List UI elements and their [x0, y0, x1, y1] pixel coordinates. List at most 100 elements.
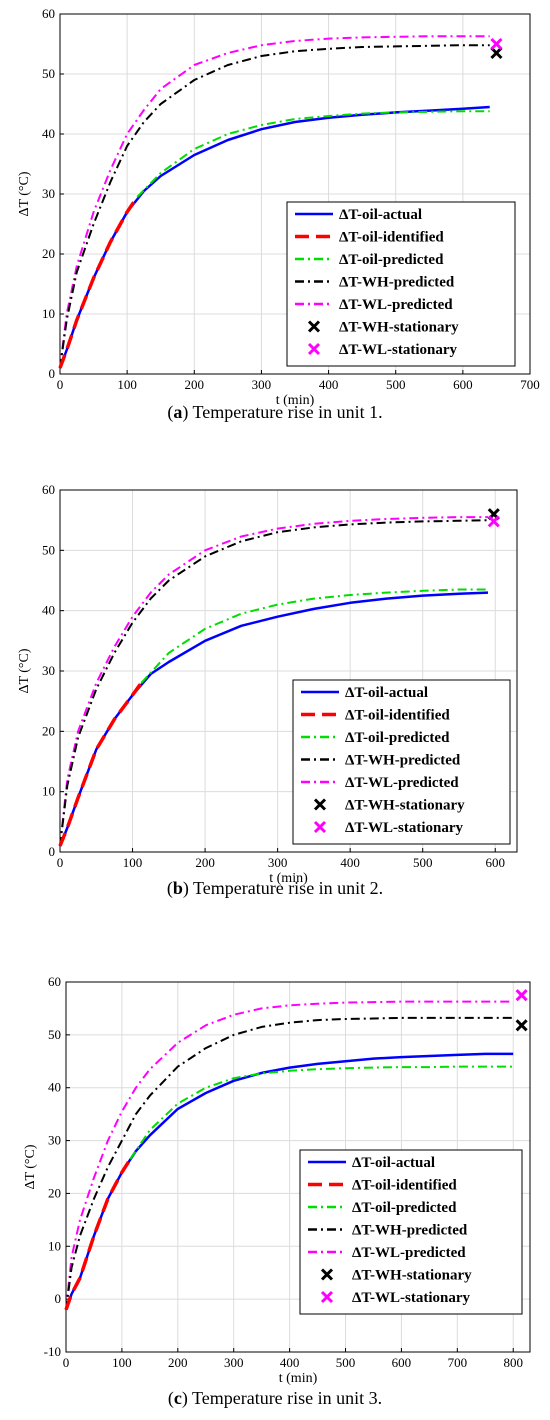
legend-entry-5: ΔT-WL-predicted	[301, 775, 459, 791]
legend-entry-3: ΔT-oil-predicted	[308, 1200, 457, 1216]
legend-label: ΔT-oil-identified	[339, 230, 444, 246]
x-tick-label: 300	[252, 377, 272, 392]
legend-label: ΔT-oil-predicted	[339, 252, 444, 268]
x-axis-label: t (min)	[279, 1371, 318, 1386]
legend: ΔT-oil-actual ΔT-oil-identified ΔT-oil-pre…	[292, 679, 511, 845]
legend-entry-5: ΔT-WL-predicted	[295, 297, 453, 313]
plot-area	[65, 981, 531, 1353]
legend-label: ΔT-WH-stationary	[345, 798, 465, 814]
legend-swatch	[320, 1290, 334, 1304]
legend-label: ΔT-oil-predicted	[352, 1200, 457, 1216]
legend-entry-2: ΔT-oil-identified	[308, 1178, 457, 1194]
legend-label: ΔT-WL-predicted	[345, 775, 459, 791]
legend-swatch	[307, 320, 321, 333]
legend-label: ΔT-oil-identified	[345, 708, 450, 724]
legend-entry-6: ΔT-WH-stationary	[320, 1268, 472, 1284]
legend-box	[286, 201, 516, 367]
series-line-5	[65, 1000, 514, 1310]
x-tick-label: 100	[117, 377, 137, 392]
legend-entry-5: ΔT-WL-predicted	[308, 1245, 466, 1261]
legend-label: ΔT-oil-identified	[352, 1178, 457, 1194]
x-tick-label: 500	[336, 1355, 356, 1370]
x-tick-label: 600	[453, 377, 473, 392]
y-tick-label: 10	[48, 1238, 61, 1253]
x-tick-label: 100	[123, 855, 143, 870]
legend-entry-7: ΔT-WL-stationary	[320, 1290, 471, 1306]
legend-label: ΔT-oil-actual	[345, 685, 428, 701]
y-tick-label: 0	[49, 844, 56, 859]
legend-entry-4: ΔT-WH-predicted	[301, 753, 461, 769]
legend-label: ΔT-WH-stationary	[352, 1268, 472, 1284]
legend-entry-1: ΔT-oil-actual	[295, 207, 422, 223]
legend-entry-7: ΔT-WL-stationary	[307, 342, 458, 358]
series-line-2	[58, 682, 143, 847]
legend-entry-2: ΔT-oil-identified	[295, 230, 444, 246]
legend-label: ΔT-oil-predicted	[345, 730, 450, 746]
chart-panel-3: 0 100 200 300 400 500 600 700 800-10010203040506…	[23, 974, 531, 1386]
caption-b-text: Temperature rise in unit 2.	[188, 878, 384, 898]
y-axis-label: ΔT (°C)	[17, 648, 32, 693]
legend-label: ΔT-WL-stationary	[345, 820, 464, 836]
y-tick-label: 0	[55, 1291, 62, 1306]
stationary-marker-7	[515, 989, 528, 1002]
caption-c-letter: c	[173, 1388, 182, 1408]
y-tick-label: 60	[48, 974, 61, 989]
y-tick-label: 10	[42, 784, 55, 799]
legend-label: ΔT-WL-stationary	[339, 342, 458, 358]
series-line-3	[129, 1065, 514, 1160]
y-tick-label: 60	[42, 482, 55, 497]
x-tick-label: 700	[448, 1355, 468, 1370]
y-tick-label: 50	[42, 66, 55, 81]
legend-label: ΔT-WL-predicted	[339, 297, 453, 313]
y-tick-label: 50	[42, 542, 55, 557]
series-line-3	[136, 110, 490, 198]
legend-entry-6: ΔT-WH-stationary	[313, 798, 465, 814]
legend-entry-6: ΔT-WH-stationary	[307, 320, 459, 336]
legend-swatch	[313, 798, 327, 811]
series-line-5	[59, 516, 488, 847]
x-tick-label: 0	[57, 377, 64, 392]
legend-entry-1: ΔT-oil-actual	[301, 685, 428, 701]
stationary-marker-6	[490, 46, 503, 60]
x-tick-label: 600	[485, 855, 505, 870]
legend-label: ΔT-WH-predicted	[339, 275, 455, 291]
series-line-2	[64, 1158, 132, 1311]
y-tick-label: 50	[48, 1027, 61, 1042]
y-tick-label: 30	[42, 663, 55, 678]
x-axis-label: t (min)	[276, 393, 315, 408]
y-tick-label: 30	[48, 1133, 61, 1148]
stationary-marker-7	[490, 37, 503, 51]
x-axis-label: t (min)	[269, 871, 308, 886]
caption-b: (b) Temperature rise in unit 2.	[166, 878, 384, 898]
x-tick-label: 800	[503, 1355, 523, 1370]
legend-label: ΔT-WL-predicted	[352, 1245, 466, 1261]
y-tick-label: 30	[42, 186, 55, 201]
y-axis-label: ΔT (°C)	[17, 171, 32, 216]
legend-entry-1: ΔT-oil-actual	[308, 1155, 435, 1171]
series-line-2	[58, 196, 139, 369]
caption-c-text: Temperature rise in unit 3.	[187, 1388, 383, 1408]
y-tick-label: 40	[48, 1080, 61, 1095]
x-tick-label: 300	[224, 1355, 244, 1370]
y-tick-label: 20	[42, 723, 55, 738]
stationary-marker-6	[515, 1019, 528, 1032]
legend-entry-2: ΔT-oil-identified	[301, 708, 450, 724]
series-line-4	[59, 519, 489, 847]
legend-box	[292, 679, 511, 845]
caption-b-letter: b	[172, 878, 183, 898]
chart-panel-1: 0 100 200 300 400 500 600 700 0 10 20 30 40 50 60 t (mi…	[17, 6, 540, 408]
x-tick-label: 400	[340, 855, 360, 870]
legend-label: ΔT-oil-actual	[352, 1155, 435, 1171]
series-line-4	[65, 1016, 514, 1310]
legend-label: ΔT-WH-predicted	[345, 753, 461, 769]
legend-entry-3: ΔT-oil-predicted	[301, 730, 450, 746]
x-tick-label: 400	[280, 1355, 300, 1370]
caption-a-letter: a	[173, 402, 183, 422]
x-tick-label: 500	[413, 855, 433, 870]
legend-label: ΔT-WH-predicted	[352, 1223, 468, 1239]
x-tick-label: 100	[112, 1355, 132, 1370]
legend-swatch	[313, 820, 327, 834]
x-tick-label: 0	[57, 855, 64, 870]
caption-a: (a) Temperature rise in unit 1.	[167, 402, 383, 422]
